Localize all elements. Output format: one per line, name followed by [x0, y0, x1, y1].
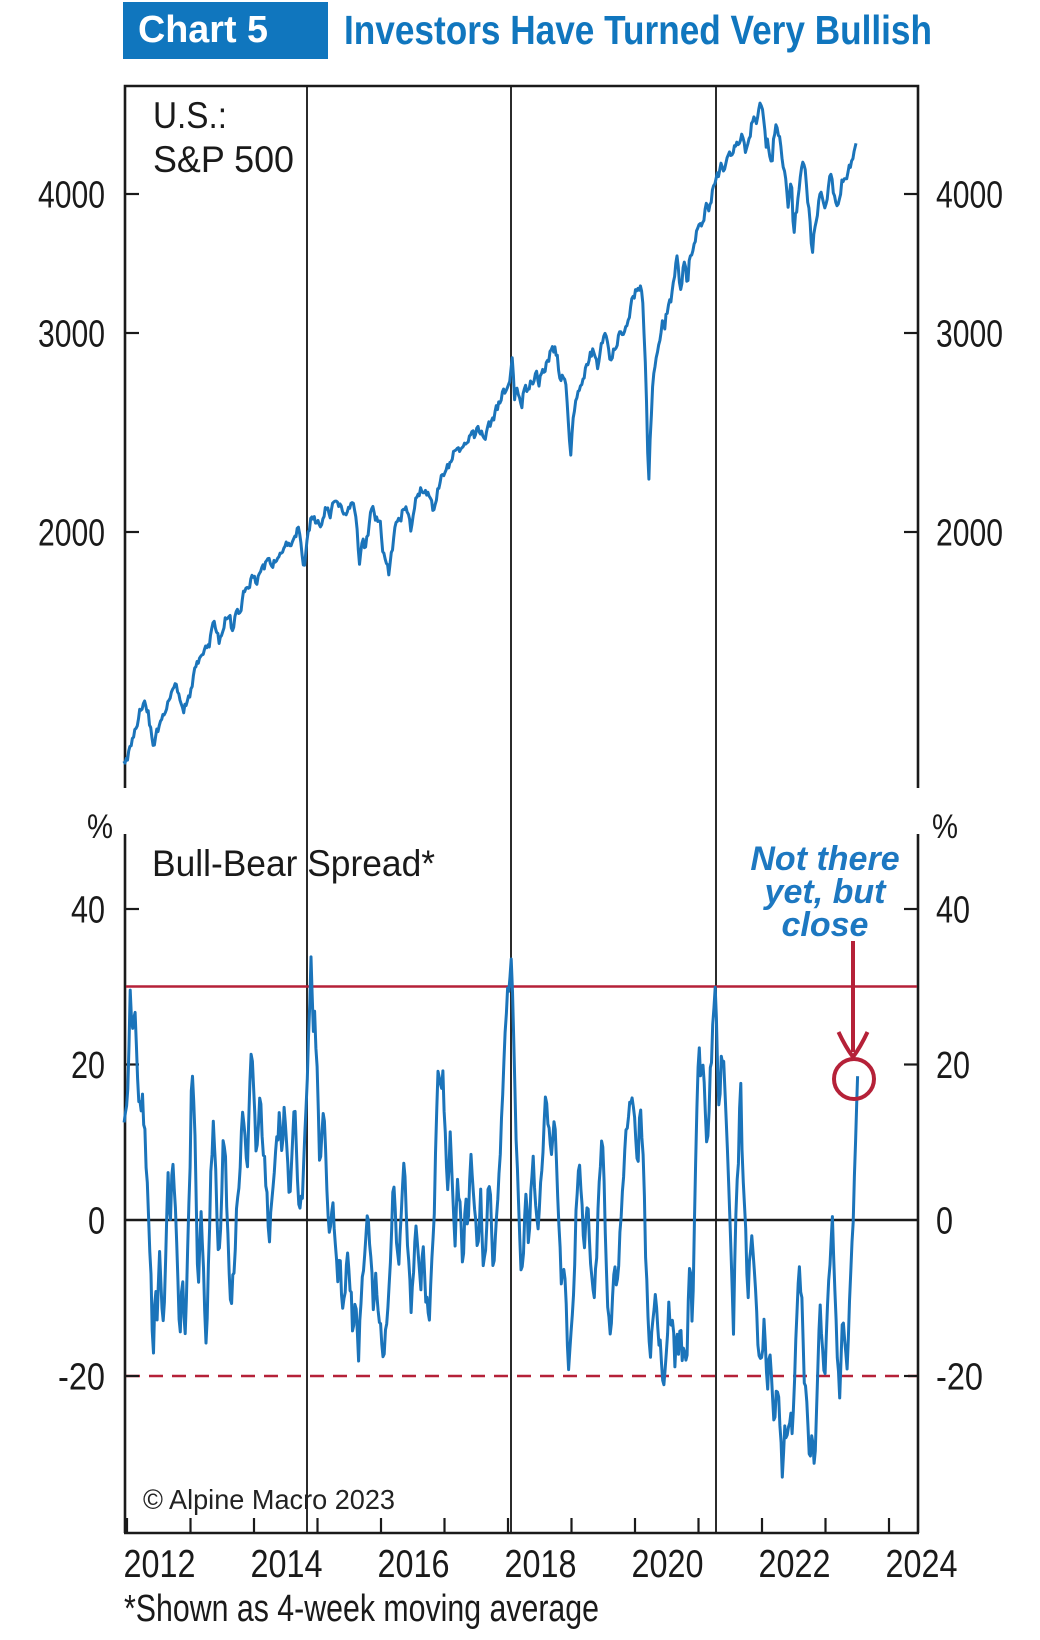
svg-text:2012: 2012 [124, 1543, 196, 1586]
svg-text:*Shown as 4-week moving averag: *Shown as 4-week moving average [124, 1588, 599, 1630]
svg-text:0: 0 [88, 1201, 105, 1243]
svg-text:20: 20 [71, 1045, 105, 1087]
svg-text:40: 40 [936, 890, 970, 932]
svg-text:S&P 500: S&P 500 [153, 139, 294, 180]
svg-text:2014: 2014 [251, 1543, 323, 1586]
svg-text:2018: 2018 [505, 1543, 577, 1586]
svg-text:-20: -20 [58, 1357, 105, 1399]
svg-text:3000: 3000 [936, 314, 1003, 356]
svg-text:Investors Have Turned Very Bul: Investors Have Turned Very Bullish [344, 7, 932, 53]
svg-text:Not there: Not there [750, 840, 899, 878]
svg-text:Bull-Bear Spread*: Bull-Bear Spread* [152, 843, 435, 884]
svg-text:2022: 2022 [759, 1543, 831, 1586]
svg-text:0: 0 [936, 1201, 953, 1243]
svg-text:%: % [932, 808, 958, 846]
svg-text:40: 40 [71, 890, 105, 932]
svg-text:4000: 4000 [38, 175, 105, 217]
svg-text:yet, but: yet, but [763, 873, 888, 911]
svg-text:3000: 3000 [38, 314, 105, 356]
svg-text:© Alpine Macro 2023: © Alpine Macro 2023 [143, 1484, 395, 1515]
svg-text:2000: 2000 [936, 513, 1003, 555]
svg-text:2020: 2020 [632, 1543, 704, 1586]
svg-text:2024: 2024 [886, 1543, 958, 1586]
svg-text:2016: 2016 [378, 1543, 450, 1586]
svg-text:%: % [87, 808, 113, 846]
svg-text:2000: 2000 [38, 513, 105, 555]
svg-text:-20: -20 [936, 1357, 983, 1399]
svg-text:close: close [782, 906, 869, 944]
svg-text:Chart 5: Chart 5 [138, 9, 268, 51]
svg-text:20: 20 [936, 1045, 970, 1087]
svg-text:U.S.:: U.S.: [153, 95, 227, 136]
svg-text:4000: 4000 [936, 175, 1003, 217]
